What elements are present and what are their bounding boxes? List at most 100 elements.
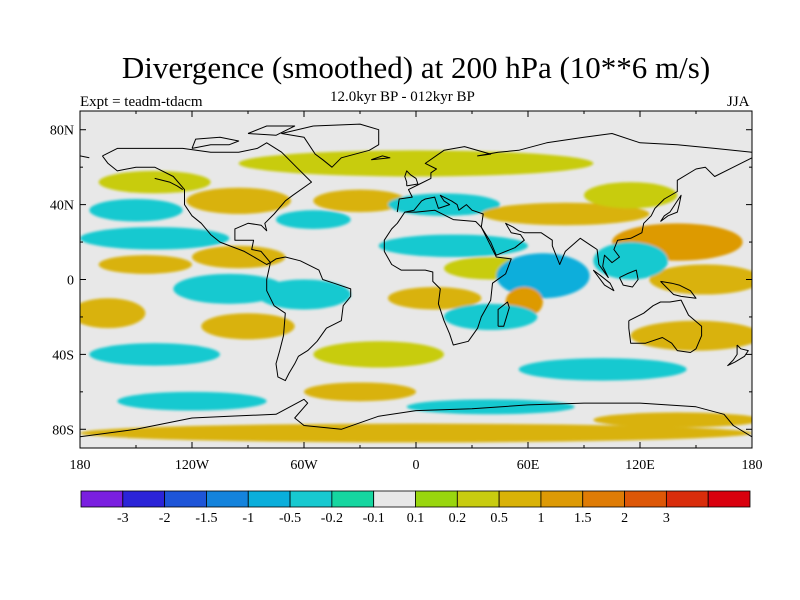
colorbar-label: -0.5 <box>279 511 301 526</box>
coastline <box>727 344 749 367</box>
lat-tick-label: 80N <box>50 124 74 139</box>
field-blob <box>238 150 594 177</box>
coastline <box>660 194 682 222</box>
field-blob <box>80 423 752 443</box>
field-blob <box>313 189 407 213</box>
coastline <box>592 269 615 292</box>
chart-subtitle: 12.0kyr BP - 012kyr BP <box>330 89 475 105</box>
colorbar: -3 -2 -1.5 -1 -0.5 -0.2 -0.1 0.1 0.2 0.5 1 1.5 2 3 <box>80 490 751 526</box>
coastline <box>383 209 512 346</box>
coastline <box>404 170 419 187</box>
colorbar-label: -0.2 <box>321 511 343 526</box>
colorbar-swatch <box>498 490 542 508</box>
field-blob <box>593 412 752 428</box>
field-blob <box>313 341 444 368</box>
field-blob <box>117 391 267 411</box>
colorbar-swatch <box>540 490 584 508</box>
lon-tick-label: 180 <box>742 458 763 473</box>
field-blob <box>98 170 211 194</box>
lon-tick-label: 0 <box>413 458 420 473</box>
field-blob <box>89 198 183 222</box>
map-axes: 80N 40N 0 40S 80S 180 120W 60W 0 60E 120E 180 <box>50 111 763 473</box>
colorbar-label: -3 <box>117 511 129 526</box>
coastline <box>266 256 352 382</box>
colorbar-swatch <box>206 490 249 508</box>
field-blob <box>98 255 192 274</box>
colorbar-label: 0.2 <box>449 511 467 526</box>
colorbar-swatch <box>415 490 458 508</box>
field-blob <box>649 264 752 295</box>
coastline <box>628 299 703 353</box>
colorbar-label: 0.1 <box>407 511 425 526</box>
colorbar-label: -1 <box>242 511 254 526</box>
field-blob <box>257 279 351 310</box>
colorbar-label: -1.5 <box>195 511 217 526</box>
colorbar-label: 1.5 <box>574 511 592 526</box>
lon-tick-label: 60W <box>290 458 318 473</box>
field-blob <box>89 343 220 366</box>
field-blob <box>378 234 528 258</box>
field-blob <box>388 286 482 310</box>
field-blob <box>201 313 295 340</box>
colorbar-swatch <box>247 490 291 508</box>
lon-tick-label: 180 <box>70 458 91 473</box>
colorbar-swatch <box>122 490 166 508</box>
coastline <box>497 301 510 327</box>
season-label: JJA <box>727 94 750 110</box>
field-blob <box>186 187 291 214</box>
colorbar-label: 1 <box>537 511 544 526</box>
colorbar-swatch <box>624 490 667 508</box>
field-blob <box>192 245 286 269</box>
colorbar-swatch <box>289 490 333 508</box>
field-blob <box>80 227 230 250</box>
lon-tick-label: 120W <box>175 458 210 473</box>
coastline <box>660 280 697 299</box>
colorbar-swatch <box>582 490 625 508</box>
chart-title: Divergence (smoothed) at 200 hPa (10**6 … <box>121 50 711 85</box>
colorbar-label: 3 <box>663 511 670 526</box>
colorbar-label: -0.1 <box>363 511 385 526</box>
lat-tick-label: 40S <box>52 348 74 363</box>
coastline <box>191 136 240 149</box>
field-blob <box>406 399 575 415</box>
lat-tick-label: 0 <box>67 274 74 289</box>
divergence-field <box>80 150 752 443</box>
colorbar-swatch <box>331 490 375 508</box>
field-blob <box>593 242 669 280</box>
coastline <box>247 125 296 136</box>
coastline <box>396 133 752 213</box>
field-blob <box>304 382 416 402</box>
field-blob <box>584 182 678 209</box>
lat-tick-label: 40N <box>50 199 74 214</box>
colorbar-swatch <box>665 490 709 508</box>
lat-tick-label: 80S <box>52 423 74 438</box>
field-blob <box>481 202 650 226</box>
coastline <box>80 398 752 438</box>
field-blob <box>173 273 286 304</box>
field-blob <box>518 358 687 381</box>
field-blob <box>496 253 590 299</box>
coastlines <box>80 123 752 438</box>
field-blob <box>444 303 538 331</box>
lon-tick-label: 120E <box>625 458 655 473</box>
colorbar-swatch <box>373 490 416 508</box>
coastline <box>154 177 183 191</box>
coastline <box>80 155 90 159</box>
experiment-label: Expt = teadm-tdacm <box>80 94 203 110</box>
field-blob <box>80 298 146 329</box>
lon-tick-label: 60E <box>517 458 540 473</box>
colorbar-swatch <box>164 490 207 508</box>
colorbar-label: 2 <box>621 511 628 526</box>
colorbar-swatch <box>707 490 751 508</box>
coastline <box>281 123 380 168</box>
coastline <box>371 155 391 161</box>
colorbar-label: 0.5 <box>490 511 508 526</box>
field-blob <box>276 210 351 229</box>
coastline <box>404 157 752 279</box>
colorbar-label: -2 <box>159 511 171 526</box>
colorbar-swatch <box>456 490 500 508</box>
coastline <box>619 269 639 288</box>
coastline <box>101 142 312 265</box>
colorbar-swatch <box>80 490 124 508</box>
